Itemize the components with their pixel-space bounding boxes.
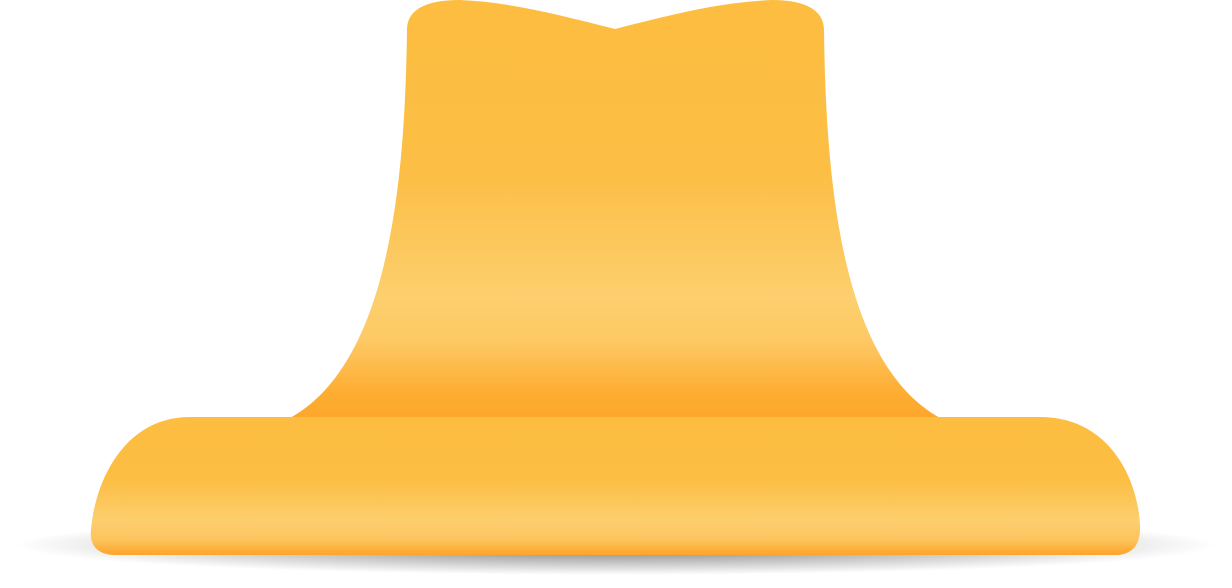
hat-crown (275, 0, 955, 425)
hat-brim (90, 417, 1141, 555)
